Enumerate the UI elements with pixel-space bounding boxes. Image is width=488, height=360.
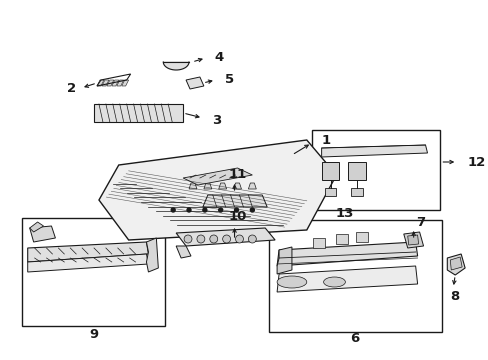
Text: 12: 12 xyxy=(466,156,485,168)
Circle shape xyxy=(183,235,192,243)
Polygon shape xyxy=(183,168,252,185)
Text: 1: 1 xyxy=(321,134,330,147)
Circle shape xyxy=(197,235,204,243)
Polygon shape xyxy=(347,162,366,180)
Polygon shape xyxy=(233,183,241,189)
Bar xyxy=(22,218,165,326)
Polygon shape xyxy=(102,80,109,86)
Polygon shape xyxy=(336,234,347,244)
Circle shape xyxy=(235,235,243,243)
Polygon shape xyxy=(28,242,148,262)
Circle shape xyxy=(203,208,206,212)
Polygon shape xyxy=(176,246,191,258)
Polygon shape xyxy=(321,145,427,157)
Polygon shape xyxy=(163,62,189,70)
Polygon shape xyxy=(112,80,119,86)
Polygon shape xyxy=(407,235,418,245)
Text: 8: 8 xyxy=(449,289,459,302)
Bar xyxy=(311,130,440,210)
Polygon shape xyxy=(218,183,226,189)
Polygon shape xyxy=(176,228,275,246)
Text: 4: 4 xyxy=(214,50,224,63)
Text: 13: 13 xyxy=(334,207,353,220)
Polygon shape xyxy=(94,104,183,122)
Polygon shape xyxy=(321,162,339,180)
Polygon shape xyxy=(356,232,367,242)
Polygon shape xyxy=(203,195,266,207)
Polygon shape xyxy=(117,80,123,86)
Ellipse shape xyxy=(323,277,345,287)
Ellipse shape xyxy=(277,276,306,288)
Text: 9: 9 xyxy=(89,328,99,341)
Circle shape xyxy=(222,235,230,243)
Polygon shape xyxy=(97,80,103,86)
Polygon shape xyxy=(30,222,43,232)
Polygon shape xyxy=(146,238,158,272)
Text: 10: 10 xyxy=(228,210,246,222)
Polygon shape xyxy=(185,77,203,89)
Polygon shape xyxy=(122,80,128,86)
Polygon shape xyxy=(107,80,114,86)
Polygon shape xyxy=(248,183,256,189)
Polygon shape xyxy=(99,140,336,240)
Polygon shape xyxy=(28,254,148,272)
Text: 2: 2 xyxy=(66,81,76,95)
Polygon shape xyxy=(189,183,197,189)
Text: 6: 6 xyxy=(349,332,358,345)
Circle shape xyxy=(218,208,222,212)
Polygon shape xyxy=(350,188,363,196)
Text: 11: 11 xyxy=(228,167,246,180)
Circle shape xyxy=(234,208,238,212)
Circle shape xyxy=(171,208,175,212)
Polygon shape xyxy=(403,232,423,248)
Polygon shape xyxy=(203,183,211,189)
Polygon shape xyxy=(277,266,417,292)
Circle shape xyxy=(250,208,254,212)
Circle shape xyxy=(248,235,256,243)
Polygon shape xyxy=(324,188,336,196)
Polygon shape xyxy=(30,226,55,242)
Polygon shape xyxy=(447,254,464,275)
Polygon shape xyxy=(277,247,291,274)
Circle shape xyxy=(209,235,217,243)
Bar xyxy=(268,220,442,332)
Text: 5: 5 xyxy=(224,72,233,86)
Text: 7: 7 xyxy=(415,216,424,229)
Polygon shape xyxy=(449,257,461,270)
Polygon shape xyxy=(312,238,324,248)
Polygon shape xyxy=(277,242,417,266)
Circle shape xyxy=(186,208,191,212)
Text: 3: 3 xyxy=(211,113,221,126)
